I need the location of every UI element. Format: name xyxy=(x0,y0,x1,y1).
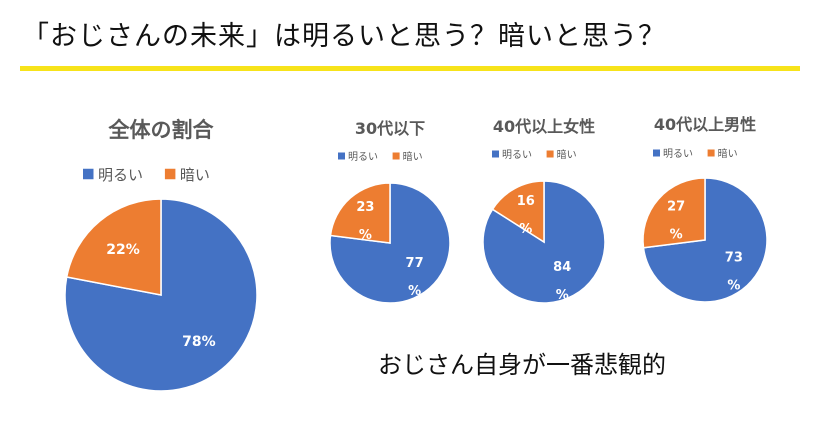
data-label: 22% xyxy=(106,242,140,258)
legend-label: 明るい xyxy=(663,148,693,160)
legend-label: 暗い xyxy=(403,150,423,163)
legend-swatch xyxy=(338,152,345,160)
data-label: 27 xyxy=(667,200,685,215)
data-label: 84 xyxy=(553,260,571,275)
chart-title: 40代以上男性 xyxy=(654,115,756,134)
data-label: 78% xyxy=(182,334,216,350)
legend-label: 明るい xyxy=(98,166,143,184)
legend-swatch xyxy=(653,149,660,157)
chart-title: 30代以下 xyxy=(355,119,425,138)
pie-slice xyxy=(329,182,391,244)
page-title: 「おじさんの未来」は明るいと思う？暗いと思う？ xyxy=(22,21,666,52)
data-label: 23 xyxy=(356,200,374,215)
title-underline xyxy=(20,66,800,71)
data-label: 77 xyxy=(406,256,424,271)
data-label-unit: % xyxy=(359,228,372,243)
data-label: 73 xyxy=(725,250,743,265)
pie-slice xyxy=(329,182,451,304)
data-label-unit: % xyxy=(727,278,740,293)
conclusion-text: おじさん自身が一番悲観的 xyxy=(378,351,666,379)
pie-slice xyxy=(642,177,706,249)
legend-label: 明るい xyxy=(502,149,532,161)
data-label-unit: % xyxy=(670,228,683,243)
chart-title: 40代以上女性 xyxy=(493,117,595,136)
legend-swatch xyxy=(83,168,94,180)
legend-label: 明るい xyxy=(348,151,378,163)
legend-swatch xyxy=(546,150,554,158)
legend-swatch xyxy=(392,152,400,160)
legend-label: 暗い xyxy=(557,148,577,161)
legend-label: 暗い xyxy=(718,147,738,160)
pie-slice xyxy=(64,198,258,392)
legend-swatch xyxy=(707,149,715,157)
legend-swatch xyxy=(164,168,176,180)
legend-label: 暗い xyxy=(180,166,210,184)
data-label: 16 xyxy=(517,194,535,209)
pie-slice xyxy=(491,180,545,244)
legend-swatch xyxy=(492,150,499,158)
data-label-unit: % xyxy=(519,222,532,237)
data-label-unit: % xyxy=(408,284,421,299)
pie-slice xyxy=(65,198,162,296)
chart-title: 全体の割合 xyxy=(108,118,215,142)
data-label-unit: % xyxy=(556,288,569,303)
